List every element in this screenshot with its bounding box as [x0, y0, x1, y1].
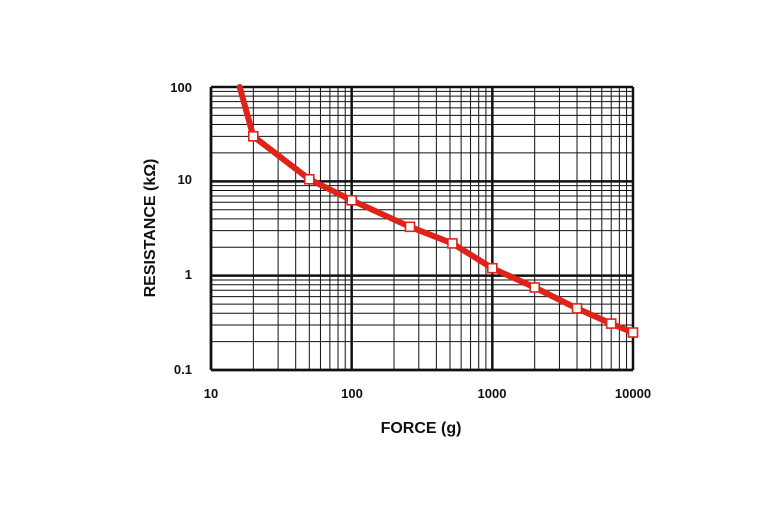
data-point [248, 131, 259, 142]
y-tick-label-10: 10 [178, 172, 192, 187]
data-point [605, 318, 617, 329]
x-tick-label-10: 10 [204, 386, 218, 401]
y-tick-label-0.1: 0.1 [174, 362, 192, 377]
data-point [529, 282, 541, 293]
data-point [404, 221, 416, 233]
y-tick-label-1: 1 [185, 267, 192, 282]
x-tick-label-1000: 1000 [478, 386, 507, 401]
data-point [627, 327, 639, 338]
x-tick-label-100: 100 [341, 386, 363, 401]
y-tick-label-100: 100 [170, 80, 192, 95]
series [236, 84, 639, 338]
axis-tick-labels: 10 100 1000 10000 0.1 1 10 100 [170, 80, 651, 401]
x-axis-title: FORCE (g) [381, 420, 462, 437]
x-tick-label-10000: 10000 [615, 386, 651, 401]
grid [209, 85, 635, 372]
data-point [303, 174, 315, 185]
data-point [447, 238, 458, 249]
y-axis-title: RESISTANCE (kΩ) [142, 159, 159, 298]
data-point [571, 303, 583, 314]
data-point [346, 195, 358, 206]
data-point [486, 262, 498, 274]
